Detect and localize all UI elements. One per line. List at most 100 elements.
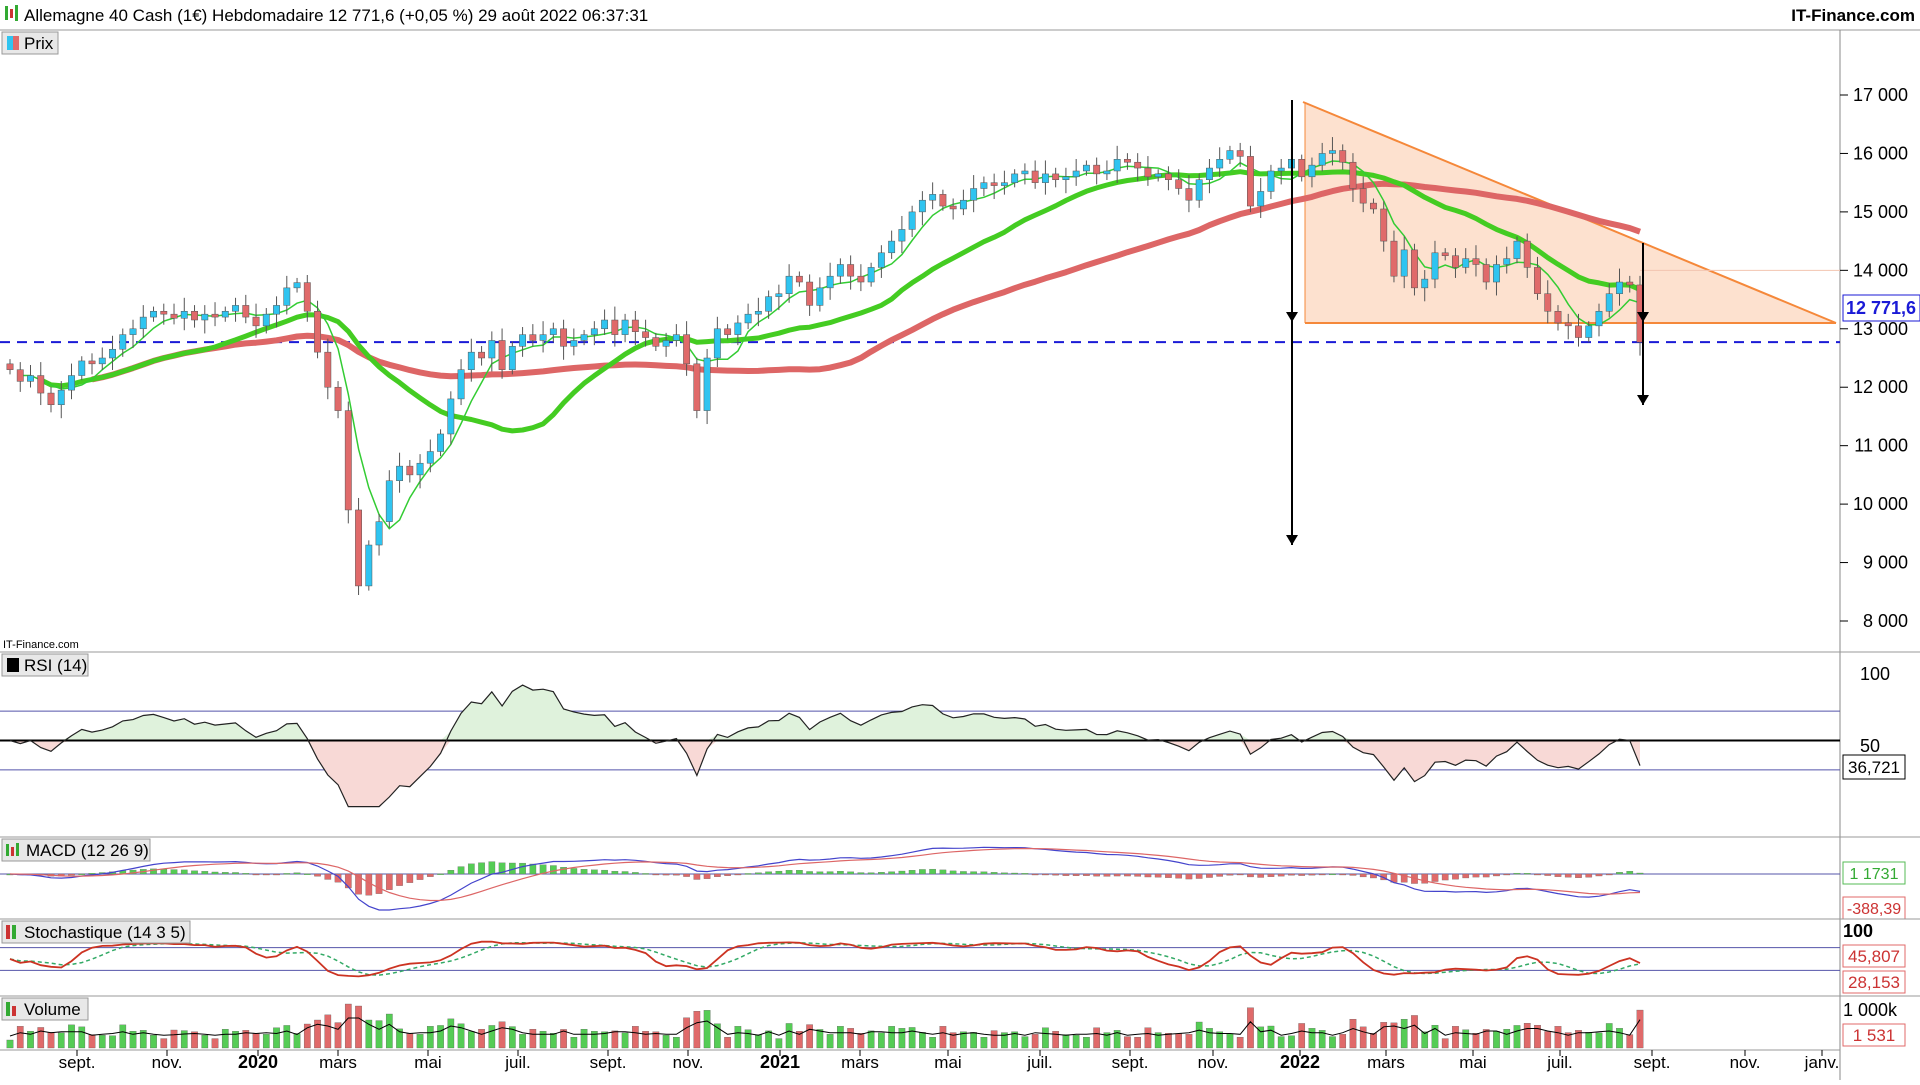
candle-body xyxy=(16,369,24,382)
candle-body xyxy=(601,319,609,330)
macd-hist-bar xyxy=(970,871,977,875)
candle-body xyxy=(37,375,45,394)
macd-hist-bar xyxy=(68,873,75,876)
volume-bar xyxy=(16,1026,24,1049)
down-candle xyxy=(334,381,342,419)
down-candle xyxy=(1175,169,1183,195)
candle-body xyxy=(1400,249,1408,277)
macd-panel: MACD (12 26 9) 1 1731 -388,39 xyxy=(0,838,1920,920)
candle-body xyxy=(211,313,219,318)
up-candle xyxy=(1329,137,1336,166)
up-candle xyxy=(1308,157,1316,188)
candle-body xyxy=(754,310,762,315)
macd-hist-bar xyxy=(919,869,926,875)
macd-hist-bar xyxy=(703,873,711,879)
macd-hist-bar xyxy=(396,873,403,886)
macd-signal-line xyxy=(9,847,1641,902)
candle-body xyxy=(375,521,383,546)
macd-hist-bar xyxy=(1062,873,1070,876)
volume-bar xyxy=(498,1021,506,1049)
macd-hist-bar xyxy=(478,862,485,875)
candle-body xyxy=(242,305,250,318)
volume-panel: Volume 1 000k 1 531 xyxy=(1,997,1906,1049)
volume-bar xyxy=(375,1020,383,1049)
volume-bar xyxy=(1472,1032,1480,1049)
macd-hist-bar xyxy=(344,873,352,889)
down-candle xyxy=(242,294,250,324)
measured-move-arrow xyxy=(1286,100,1298,545)
up-candle xyxy=(775,284,783,311)
candle-body xyxy=(1031,170,1039,183)
volume-bar xyxy=(1544,1031,1552,1049)
macd-hist-bar xyxy=(1452,873,1459,880)
volume-bar xyxy=(519,1034,526,1049)
candle-body xyxy=(1144,167,1152,178)
macd-hist-bar xyxy=(293,872,301,875)
macd-hist-bar xyxy=(888,871,895,875)
macd-hist-bar xyxy=(1288,873,1295,876)
volume-bar xyxy=(191,1031,198,1049)
volume-bar xyxy=(1113,1030,1121,1049)
candle-body xyxy=(734,322,742,335)
volume-bar xyxy=(1370,1032,1377,1049)
candle-body xyxy=(1544,293,1552,312)
up-candle xyxy=(703,348,711,425)
candle-body xyxy=(836,264,844,277)
stoch-k-badge: 45,807 xyxy=(1842,944,1906,968)
volume-bar xyxy=(180,1030,188,1049)
up-candle xyxy=(959,189,967,216)
down-candle xyxy=(16,362,24,392)
candle-body xyxy=(262,313,270,327)
volume-bar xyxy=(355,1005,362,1049)
stoch-k-line xyxy=(9,940,1641,978)
candle-body xyxy=(283,287,291,306)
price-panel-label: Prix xyxy=(24,34,54,53)
volume-bar xyxy=(703,1010,711,1049)
macd-hist-bar xyxy=(1585,873,1593,878)
up-candle xyxy=(109,335,116,370)
volume-bar xyxy=(1349,1018,1357,1049)
up-candle xyxy=(139,305,147,338)
macd-panel-tag[interactable]: MACD (12 26 9) xyxy=(1,838,151,862)
site-brand[interactable]: IT-Finance.com xyxy=(1791,6,1915,25)
volume-bar xyxy=(714,1023,721,1049)
candle-body xyxy=(939,194,947,207)
candle-body xyxy=(642,331,650,338)
up-candle xyxy=(150,306,157,322)
down-candle xyxy=(1523,233,1531,278)
candle-body xyxy=(1626,281,1634,286)
macd-hist-bar xyxy=(1277,873,1285,877)
candle-body xyxy=(806,281,814,306)
volume-bar xyxy=(898,1028,906,1049)
price-panel-tag[interactable]: Prix xyxy=(1,31,59,55)
volume-bar xyxy=(929,1036,936,1049)
macd-hist-bar xyxy=(621,871,629,875)
month-label: sept. xyxy=(59,1053,96,1072)
macd-hist-bar xyxy=(560,867,567,875)
month-label: nov. xyxy=(673,1053,704,1072)
candle-body xyxy=(303,282,311,312)
volume-panel-tag[interactable]: Volume xyxy=(1,997,89,1021)
macd-hist-bar xyxy=(550,865,557,875)
macd-hist-bar xyxy=(1011,872,1018,875)
stoch-panel-tag[interactable]: Stochastique (14 3 5) xyxy=(1,920,191,944)
volume-bar xyxy=(1236,1036,1244,1049)
candle-body xyxy=(816,287,824,306)
macd-hist-bar xyxy=(878,872,885,875)
up-candle xyxy=(918,191,926,226)
candle-body xyxy=(1123,159,1131,163)
macd-hist-bar xyxy=(1236,873,1244,876)
year-label: 2021 xyxy=(760,1052,800,1072)
volume-bar xyxy=(57,1032,65,1049)
stoch-k-value: 45,807 xyxy=(1848,947,1900,966)
month-label: juil. xyxy=(504,1053,531,1072)
up-candle xyxy=(970,175,978,213)
down-candle xyxy=(806,274,814,316)
macd-hist-bar xyxy=(221,872,229,875)
down-candle xyxy=(303,275,311,322)
volume-bar xyxy=(1042,1027,1049,1049)
macd-hist-bar xyxy=(1185,873,1193,880)
down-candle xyxy=(1349,153,1357,202)
watermark: IT-Finance.com xyxy=(3,639,79,651)
rsi-panel-tag[interactable]: RSI (14) xyxy=(1,653,89,677)
